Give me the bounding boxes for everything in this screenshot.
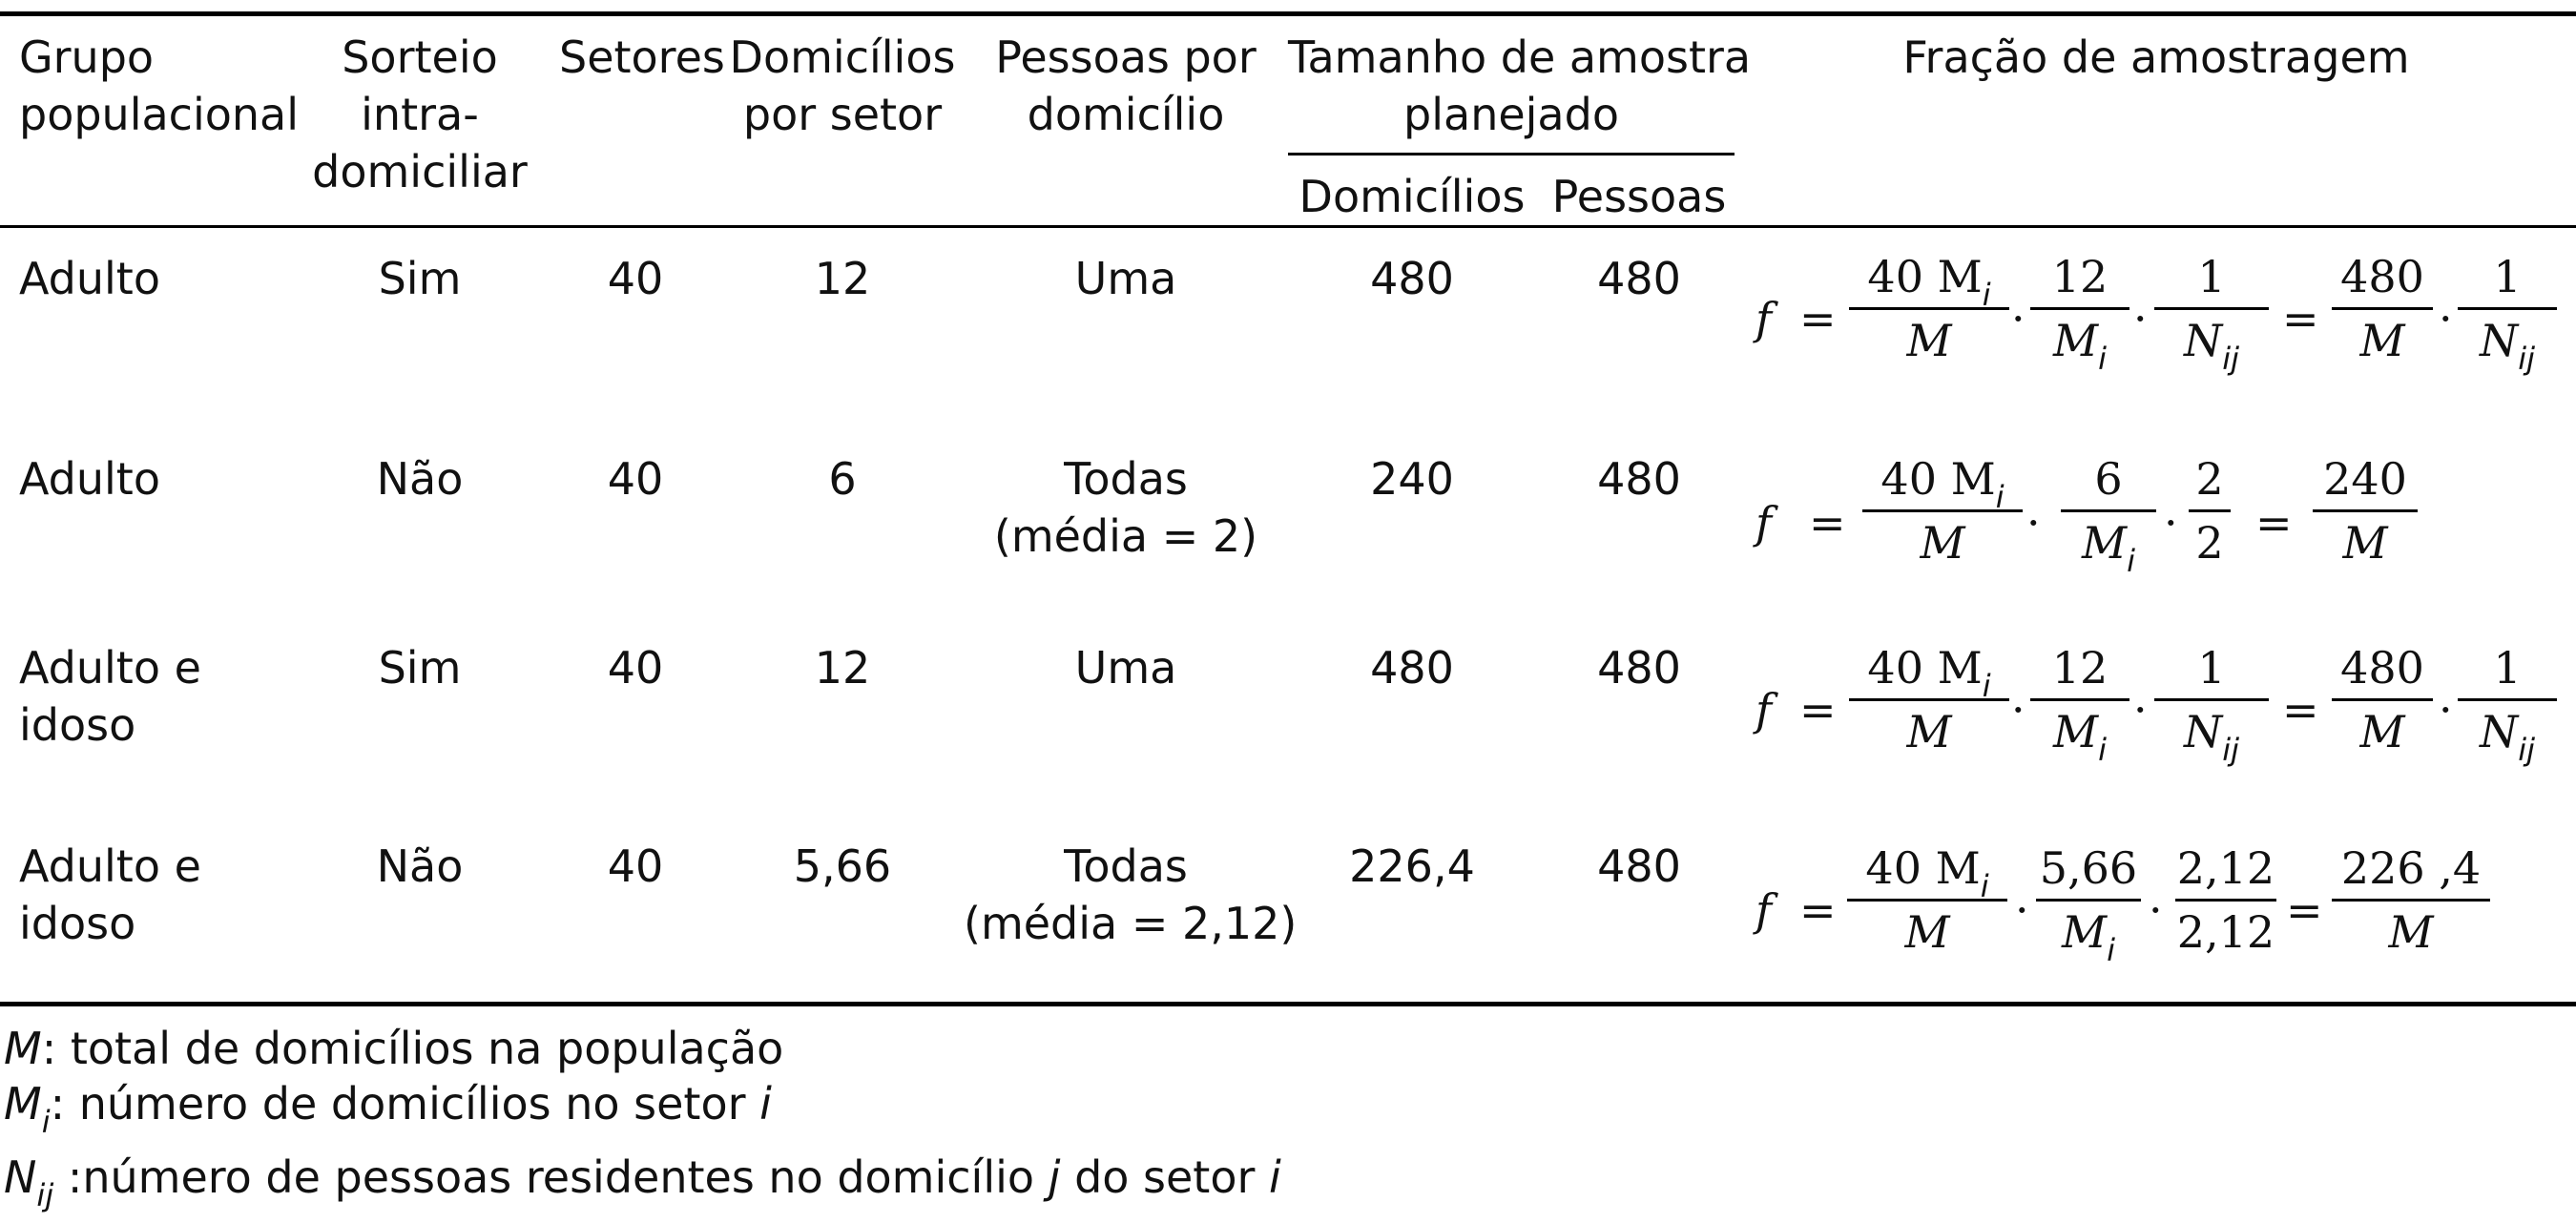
cell-dom-setor: 12 xyxy=(814,642,871,694)
formula-eq: = xyxy=(1799,884,1837,936)
cell-sorteio: Não xyxy=(376,453,464,505)
cell-sorteio: Sim xyxy=(378,253,462,304)
cell-setores: 40 xyxy=(607,642,664,694)
notes: M: total de domicílios na população Mi: … xyxy=(4,1021,1281,1223)
formula-f: f xyxy=(1755,293,1773,344)
cell-tam-pessoas: 480 xyxy=(1597,453,1681,505)
tamanho-underline xyxy=(1288,153,1735,155)
note-m: M: total de domicílios na população xyxy=(4,1023,784,1074)
formula-term1: 40 Mi M xyxy=(1862,448,2023,573)
formula-term1: 40 Mi M xyxy=(1849,637,2009,762)
header-rule xyxy=(0,225,2576,228)
cell-pessoas: Uma xyxy=(1074,642,1177,694)
cell-grupo: Adulto xyxy=(19,253,160,304)
formula-dot: · xyxy=(2439,684,2453,736)
formula-term3: 2,12 2,12 xyxy=(2175,842,2276,958)
formula-result1: 480 M xyxy=(2332,246,2433,371)
cell-tam-pessoas: 480 xyxy=(1597,253,1681,304)
cell-sorteio: Sim xyxy=(378,642,462,694)
formula-dot: · xyxy=(2015,884,2029,936)
formula-result1: 226 ,4 M xyxy=(2332,838,2490,963)
formula-result2: 1 Nij xyxy=(2458,637,2557,768)
cell-grupo: Adulto e idoso xyxy=(19,840,201,949)
formula-f: f xyxy=(1755,497,1773,549)
header-grupo: Grupo populacional xyxy=(19,31,300,140)
formula-dot: · xyxy=(2011,684,2025,736)
formula-result1: 480 M xyxy=(2332,637,2433,762)
header-tamanho: Tamanho de amostra planejado xyxy=(1288,31,1752,140)
note-mi: Mi: número de domicílios no setor i xyxy=(4,1078,772,1140)
formula-term2: 12 Mi xyxy=(2030,246,2129,377)
header-sorteio: Sorteio intra-domiciliar xyxy=(312,31,528,197)
formula-dot: · xyxy=(2133,684,2148,736)
formula-dot: · xyxy=(2133,293,2148,344)
formula-dot: · xyxy=(2149,884,2163,936)
cell-dom-setor: 6 xyxy=(828,453,857,505)
formula-term2: 5,66 Mi xyxy=(2036,838,2141,968)
formula-term3: 2 2 xyxy=(2189,448,2231,573)
formula-result2: 1 Nij xyxy=(2458,246,2557,377)
formula-eq: = xyxy=(1799,293,1837,344)
cell-tam-pessoas: 480 xyxy=(1597,840,1681,892)
header-setores: Setores xyxy=(559,31,725,83)
cell-tam-domicilios: 480 xyxy=(1370,642,1454,694)
cell-tam-pessoas: 480 xyxy=(1597,642,1681,694)
header-pessoas-domicilio: Pessoas por domicílio xyxy=(995,31,1257,140)
formula-term1: 40 Mi M xyxy=(1847,838,2007,963)
formula-dot: · xyxy=(2011,293,2025,344)
header-sub-domicilios: Domicílios xyxy=(1298,171,1526,222)
formula-dot: · xyxy=(2439,293,2453,344)
formula-dot: · xyxy=(2164,497,2178,549)
formula-eq: = xyxy=(2282,293,2319,344)
formula-term3: 1 Nij xyxy=(2154,637,2269,768)
formula-eq: = xyxy=(2286,884,2323,936)
formula-term3: 1 Nij xyxy=(2154,246,2269,377)
cell-grupo: Adulto e idoso xyxy=(19,642,201,751)
formula-eq: = xyxy=(1809,497,1846,549)
formula-dot: · xyxy=(2026,497,2041,549)
cell-setores: 40 xyxy=(607,840,664,892)
formula-f: f xyxy=(1755,884,1773,936)
cell-tam-domicilios: 240 xyxy=(1370,453,1454,505)
top-rule xyxy=(0,11,2576,16)
cell-setores: 40 xyxy=(607,453,664,505)
cell-dom-setor: 5,66 xyxy=(793,840,892,892)
cell-grupo: Adulto xyxy=(19,453,160,505)
header-sub-pessoas: Pessoas xyxy=(1551,171,1727,222)
bottom-rule xyxy=(0,1002,2576,1006)
cell-pessoas: Todas (média = 2,12) xyxy=(964,840,1298,949)
formula-eq: = xyxy=(2282,684,2319,736)
formula-result1: 240 M xyxy=(2313,448,2418,573)
header-domicilios-setor: Domicílios por setor xyxy=(729,31,956,140)
formula-term2: 12 Mi xyxy=(2030,637,2129,768)
cell-tam-domicilios: 226,4 xyxy=(1349,840,1475,892)
header-fracao: Fração de amostragem xyxy=(1902,31,2410,83)
note-nij: Nij :número de pessoas residentes no dom… xyxy=(4,1151,1281,1213)
cell-sorteio: Não xyxy=(376,840,464,892)
cell-tam-domicilios: 480 xyxy=(1370,253,1454,304)
cell-dom-setor: 12 xyxy=(814,253,871,304)
formula-f: f xyxy=(1755,684,1773,736)
cell-pessoas: Todas (média = 2) xyxy=(993,453,1258,562)
formula-eq: = xyxy=(2255,497,2293,549)
formula-term1: 40 Mi M xyxy=(1849,246,2009,371)
formula-term2: 6 Mi xyxy=(2061,448,2156,579)
formula-eq: = xyxy=(1799,684,1837,736)
cell-setores: 40 xyxy=(607,253,664,304)
cell-pessoas: Uma xyxy=(1074,253,1177,304)
